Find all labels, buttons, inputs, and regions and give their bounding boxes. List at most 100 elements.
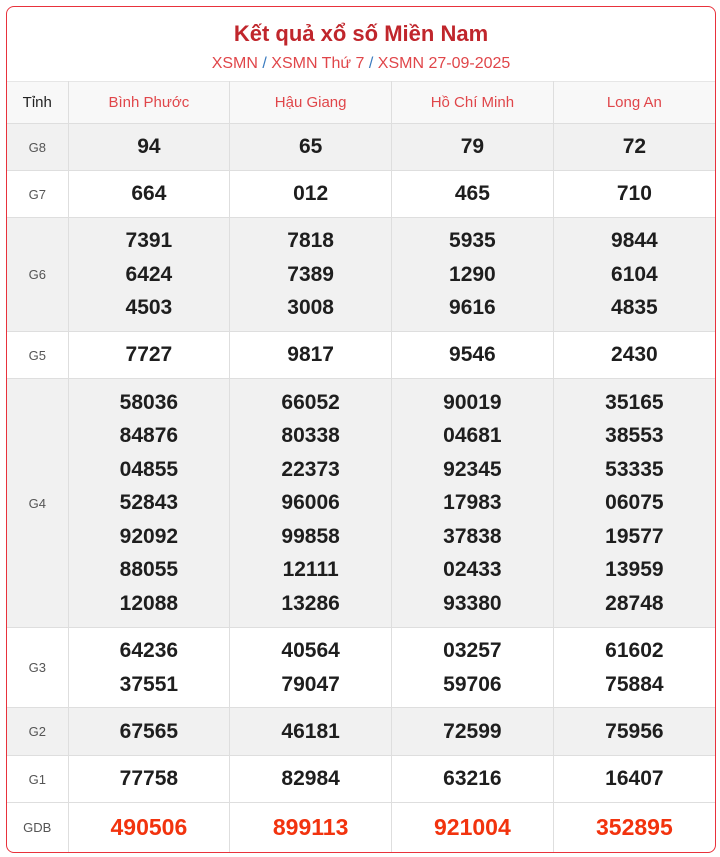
prize-row-g7: G7 664 012 465 710 bbox=[7, 170, 715, 218]
prize-row-g8: G8 94 65 79 72 bbox=[7, 123, 715, 171]
prize-number: 58036 bbox=[119, 390, 179, 414]
card-header: Kết quả xổ số Miền Nam XSMN / XSMN Thứ 7… bbox=[7, 7, 715, 81]
prize-number: 22373 bbox=[281, 457, 340, 481]
breadcrumb-xsmn-date[interactable]: XSMN 27-09-2025 bbox=[377, 55, 511, 72]
prize-number: 53335 bbox=[605, 457, 664, 481]
prize-number: 72599 bbox=[443, 719, 502, 743]
prize-number: 13286 bbox=[281, 591, 340, 615]
prize-number: 490506 bbox=[110, 813, 188, 840]
province-header[interactable]: Long An bbox=[552, 81, 715, 124]
prize-number: 012 bbox=[293, 182, 329, 206]
prize-number: 63216 bbox=[443, 767, 502, 791]
prize-number: 06075 bbox=[605, 491, 664, 515]
prize-cell: 899113 bbox=[229, 802, 392, 852]
prize-number: 7727 bbox=[125, 343, 173, 367]
prize-number: 03257 bbox=[443, 639, 502, 662]
prize-cell: 90019 04681 92345 17983 37838 02433 93380 bbox=[391, 378, 554, 628]
prize-number: 72 bbox=[622, 135, 647, 159]
prize-cell: 9546 bbox=[391, 331, 554, 379]
prize-number: 80338 bbox=[281, 424, 340, 448]
prize-cell: 66052 80338 22373 96006 99858 12111 13286 bbox=[229, 378, 392, 628]
prize-cell: 72599 bbox=[391, 707, 554, 756]
prize-number: 77758 bbox=[119, 767, 179, 791]
prize-label: G8 bbox=[7, 123, 69, 171]
prize-cell: 46181 bbox=[229, 707, 392, 756]
prize-row-g4: G4 58036 84876 04855 52843 92092 88055 12088 660… bbox=[7, 378, 715, 628]
prize-cell: 9817 bbox=[229, 331, 392, 379]
prize-number: 9844 bbox=[611, 229, 658, 253]
prize-number: 94 bbox=[137, 135, 161, 159]
prize-number: 16407 bbox=[605, 767, 664, 791]
prize-number: 7389 bbox=[287, 262, 334, 286]
prize-label: G1 bbox=[7, 755, 69, 803]
prize-cell: 490506 bbox=[67, 802, 231, 852]
prize-number: 4503 bbox=[125, 296, 173, 320]
prize-number: 37551 bbox=[119, 672, 179, 696]
prize-number: 352895 bbox=[596, 813, 673, 840]
prize-number: 710 bbox=[616, 182, 652, 206]
prize-cell: 352895 bbox=[552, 802, 715, 852]
prize-number: 28748 bbox=[605, 591, 664, 615]
prize-label: G4 bbox=[7, 378, 69, 628]
prize-cell: 63216 bbox=[391, 755, 554, 803]
prize-number: 79047 bbox=[281, 672, 340, 696]
prize-number: 9817 bbox=[287, 343, 334, 367]
prize-number: 82984 bbox=[281, 767, 340, 791]
prize-cell: 710 bbox=[552, 170, 715, 218]
prize-label: GDB bbox=[7, 802, 69, 852]
prize-number: 99858 bbox=[281, 524, 340, 548]
table-header-row: Tỉnh Bình Phước Hậu Giang Hồ Chí Minh Lo… bbox=[7, 81, 715, 124]
prize-number: 5935 bbox=[449, 229, 496, 253]
prize-label: G3 bbox=[7, 627, 69, 708]
prize-cell: 58036 84876 04855 52843 92092 88055 12088 bbox=[67, 378, 231, 628]
prize-number: 921004 bbox=[434, 813, 511, 840]
prize-number: 52843 bbox=[119, 491, 179, 515]
prize-row-g1: G1 77758 82984 63216 16407 bbox=[7, 755, 715, 803]
breadcrumb-xsmn[interactable]: XSMN bbox=[211, 55, 258, 72]
prize-number: 92345 bbox=[443, 457, 502, 481]
breadcrumb-xsmn-weekday[interactable]: XSMN Thứ 7 bbox=[271, 55, 365, 72]
prize-number: 02433 bbox=[443, 558, 502, 582]
prize-number: 35165 bbox=[605, 390, 664, 414]
prize-cell: 79 bbox=[391, 123, 554, 171]
prize-number: 66052 bbox=[281, 390, 340, 414]
province-header[interactable]: Hậu Giang bbox=[229, 81, 392, 124]
prize-cell: 664 bbox=[67, 170, 231, 218]
prize-cell: 94 bbox=[67, 123, 231, 171]
prize-number: 9546 bbox=[449, 343, 496, 367]
prize-number: 19577 bbox=[605, 524, 664, 548]
prize-cell: 61602 75884 bbox=[552, 627, 715, 708]
prize-number: 13959 bbox=[605, 558, 664, 582]
province-header[interactable]: Hồ Chí Minh bbox=[391, 81, 554, 124]
prize-number: 65 bbox=[298, 135, 323, 159]
prize-row-gdb: GDB 490506 899113 921004 352895 bbox=[7, 802, 715, 852]
page-title: Kết quả xổ số Miền Nam bbox=[233, 21, 489, 46]
prize-cell: 82984 bbox=[229, 755, 392, 803]
prize-cell: 67565 bbox=[67, 707, 231, 756]
prize-cell: 35165 38553 53335 06075 19577 13959 28748 bbox=[552, 378, 715, 628]
province-header[interactable]: Bình Phước bbox=[67, 81, 231, 124]
prize-row-g2: G2 67565 46181 72599 75956 bbox=[7, 707, 715, 756]
prize-row-g6: G6 7391 6424 4503 7818 7389 3008 5935 1290 9616 98… bbox=[7, 217, 715, 332]
prize-cell: 75956 bbox=[552, 707, 715, 756]
prize-number: 7391 bbox=[125, 229, 173, 253]
prize-cell: 77758 bbox=[67, 755, 231, 803]
breadcrumb: XSMN / XSMN Thứ 7 / XSMN 27-09-2025 bbox=[7, 55, 715, 73]
prize-number: 2430 bbox=[611, 343, 658, 367]
prize-label: G2 bbox=[7, 707, 69, 756]
prize-number: 9616 bbox=[449, 296, 496, 320]
prize-cell: 72 bbox=[552, 123, 715, 171]
prize-number: 6424 bbox=[125, 262, 173, 286]
prize-number: 1290 bbox=[449, 262, 496, 286]
prize-cell: 7818 7389 3008 bbox=[229, 217, 392, 332]
prize-row-g3: G3 64236 37551 40564 79047 03257 59706 61602 758… bbox=[7, 627, 715, 708]
prize-number: 899113 bbox=[272, 813, 349, 840]
prize-cell: 5935 1290 9616 bbox=[391, 217, 554, 332]
prize-cell: 64236 37551 bbox=[67, 627, 231, 708]
prize-number: 37838 bbox=[443, 524, 502, 548]
results-card: Kết quả xổ số Miền Nam XSMN / XSMN Thứ 7… bbox=[6, 6, 716, 853]
prize-number: 79 bbox=[460, 135, 485, 159]
province-column-header: Tỉnh bbox=[7, 81, 69, 124]
prize-number: 46181 bbox=[281, 719, 340, 743]
prize-number: 4835 bbox=[611, 296, 658, 320]
